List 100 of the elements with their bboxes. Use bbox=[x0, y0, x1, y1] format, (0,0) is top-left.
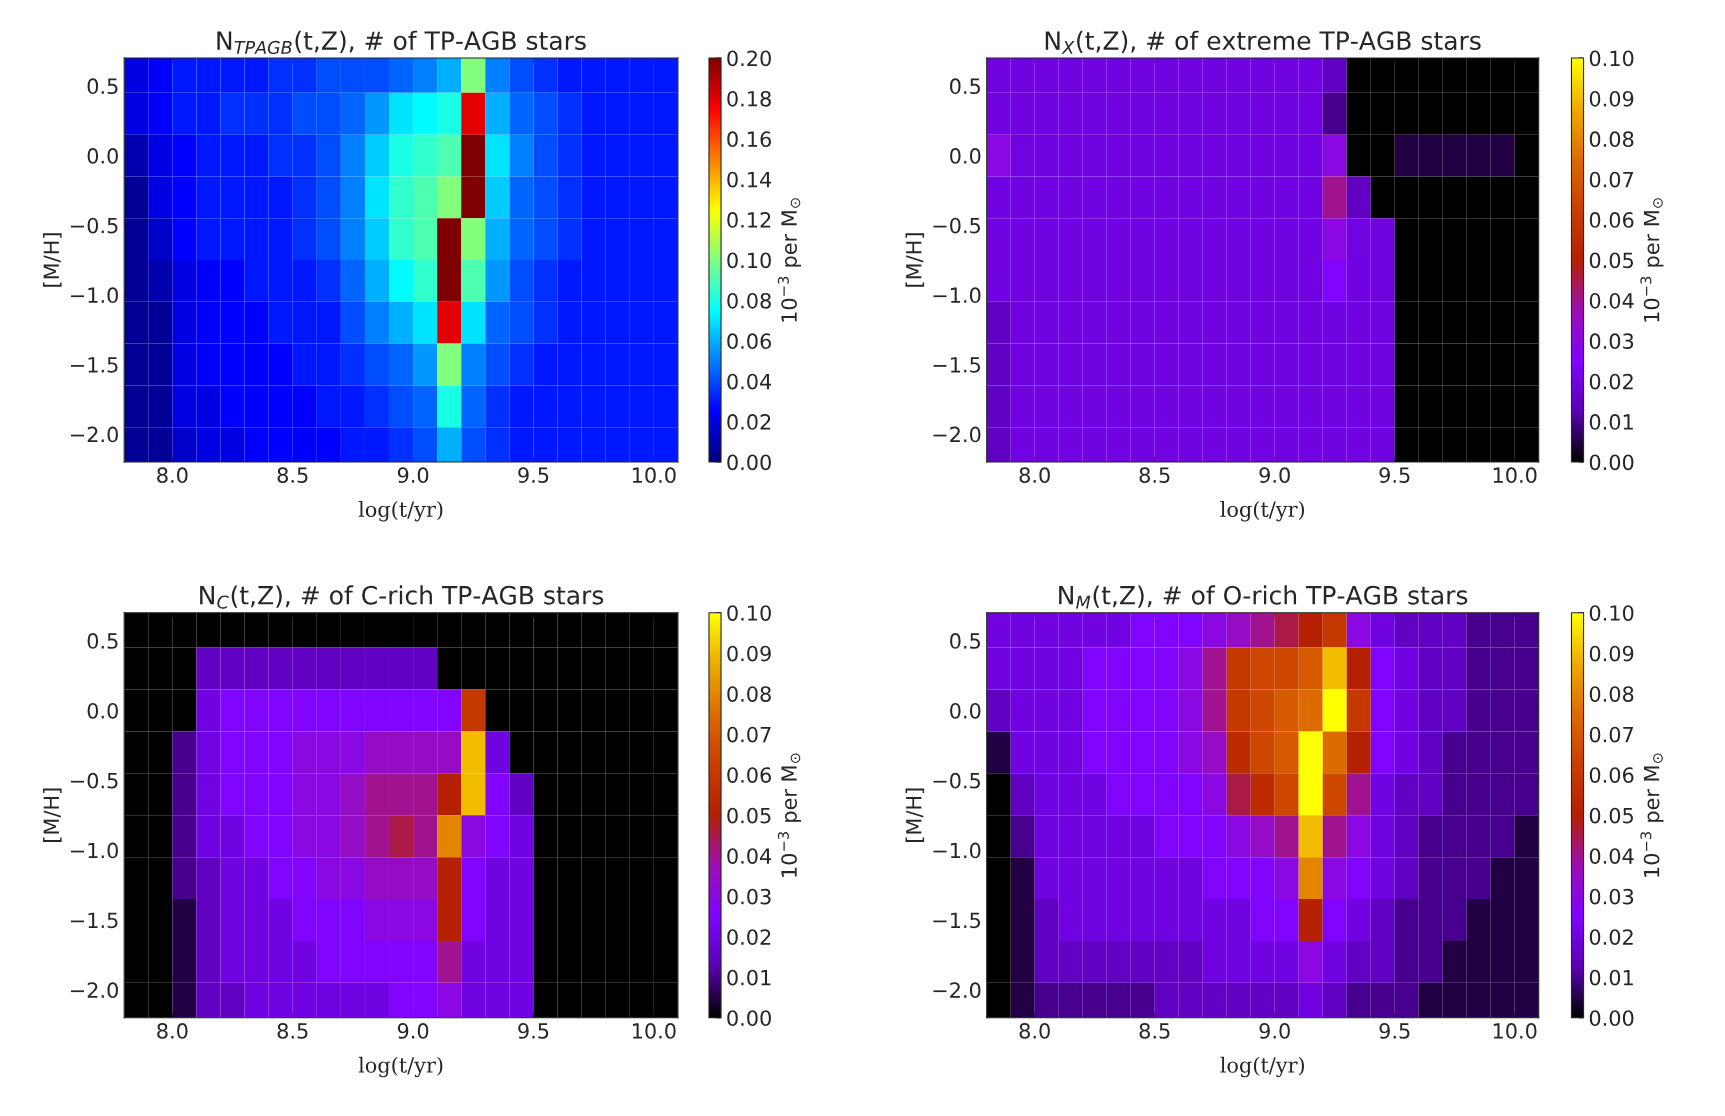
color-bar-label: 0.06 bbox=[1589, 767, 1634, 783]
x-tick-label: 9.0 bbox=[1259, 1023, 1290, 1039]
x-tick-label: 8.5 bbox=[277, 467, 308, 484]
y-tick-label: −1.5 bbox=[70, 357, 118, 373]
chart-title: N$_{M}$(t,Z), # of O-rich TP-AGB stars bbox=[1059, 585, 1468, 609]
y-axis-title: [M/H] bbox=[905, 233, 925, 287]
y-tick-label: −0.5 bbox=[70, 772, 118, 789]
x-axis-title: log(t/yr) bbox=[1220, 1056, 1305, 1078]
y-tick-label: −1.0 bbox=[70, 842, 118, 859]
color-bar-label: 0.02 bbox=[1589, 929, 1633, 945]
color-bar-label: 0.10 bbox=[1589, 50, 1634, 67]
x-axis-title: log(t/yr) bbox=[358, 500, 443, 522]
color-bar-label: 0.03 bbox=[1589, 333, 1634, 350]
color-bar-label: 0.18 bbox=[727, 90, 771, 107]
x-tick-label: 9.5 bbox=[1379, 1023, 1410, 1039]
x-tick-label: 10.0 bbox=[1493, 1023, 1537, 1039]
color-bar-label: 0.05 bbox=[1589, 807, 1633, 824]
y-tick-label: −1.5 bbox=[933, 912, 981, 929]
color-bar-label: 0.00 bbox=[1589, 1010, 1634, 1026]
x-tick-label: 8.5 bbox=[277, 1023, 308, 1039]
color-bar-label: 0.06 bbox=[727, 767, 771, 783]
color-bar-label: 0.08 bbox=[1589, 686, 1634, 702]
x-axis-title: log(t/yr) bbox=[1220, 500, 1305, 522]
y-tick-label: −1.0 bbox=[933, 287, 981, 304]
y-axis-title: [M/H] bbox=[905, 788, 925, 842]
x-tick-label: 8.0 bbox=[1019, 1023, 1050, 1039]
color-bar-label: 0.02 bbox=[1589, 373, 1633, 390]
y-tick-label: 0.0 bbox=[950, 702, 981, 719]
x-tick-label: 10.0 bbox=[1493, 467, 1537, 484]
color-bar-label: 0.09 bbox=[727, 645, 771, 662]
x-tick-label: 9.5 bbox=[518, 1023, 549, 1039]
x-tick-label: 9.0 bbox=[397, 1023, 429, 1039]
chart-title: N$_{TPAGB}$(t,Z), # of TP-AGB stars bbox=[217, 30, 586, 55]
color-bar-label: 0.01 bbox=[1589, 969, 1633, 986]
color-bar-label: 0.14 bbox=[727, 171, 772, 188]
x-tick-label: 8.0 bbox=[157, 1023, 188, 1039]
color-bar-label: 0.00 bbox=[727, 1010, 771, 1026]
x-tick-label: 9.0 bbox=[397, 467, 429, 484]
y-tick-label: −2.0 bbox=[70, 426, 118, 443]
color-bar-label: 0.07 bbox=[1589, 171, 1634, 188]
y-axis-title: [M/H] bbox=[43, 233, 62, 287]
color-bar-label: 0.07 bbox=[1589, 726, 1634, 743]
y-tick-label: −2.0 bbox=[933, 426, 981, 443]
color-bar-label: 0.04 bbox=[727, 848, 772, 864]
color-bar-label: 0.16 bbox=[727, 131, 771, 148]
y-tick-label: 0.0 bbox=[87, 148, 118, 164]
chart-title: N$_{C}$(t,Z), # of C-rich TP-AGB stars bbox=[200, 585, 604, 609]
y-tick-label: 0.5 bbox=[950, 633, 981, 649]
x-tick-label: 10.0 bbox=[632, 467, 676, 484]
color-bar-label: 0.09 bbox=[1589, 645, 1634, 662]
color-bar-label: 0.06 bbox=[1589, 212, 1634, 228]
x-tick-label: 8.5 bbox=[1139, 1023, 1170, 1039]
color-bar-title: 10$^{−3}$ per M$_{⊙}$ bbox=[777, 198, 801, 322]
color-bar-label: 0.20 bbox=[727, 50, 771, 67]
y-tick-label: −1.5 bbox=[70, 912, 118, 929]
color-bar-label: 0.00 bbox=[1589, 454, 1634, 471]
chart-title: N$_{X}$(t,Z), # of extreme TP-AGB stars bbox=[1045, 30, 1481, 54]
color-bar-label: 0.08 bbox=[727, 686, 771, 702]
color-bar-label: 0.04 bbox=[1589, 848, 1634, 864]
color-bar-label: 0.03 bbox=[1589, 888, 1634, 905]
color-bar-label: 0.03 bbox=[727, 888, 771, 905]
color-bar-label: 0.12 bbox=[727, 212, 771, 228]
color-bar-label: 0.08 bbox=[727, 292, 771, 309]
y-tick-label: −2.0 bbox=[70, 982, 118, 999]
color-bar-label: 0.09 bbox=[1589, 90, 1634, 107]
y-tick-label: −0.5 bbox=[70, 217, 118, 234]
color-bar-label: 0.01 bbox=[1589, 414, 1633, 430]
x-tick-label: 9.5 bbox=[1379, 467, 1410, 484]
y-tick-label: −1.0 bbox=[70, 287, 118, 304]
x-tick-label: 8.0 bbox=[1019, 467, 1050, 484]
y-tick-label: −0.5 bbox=[933, 772, 981, 789]
color-bar-label: 0.08 bbox=[1589, 131, 1634, 148]
color-bar-label: 0.10 bbox=[727, 252, 771, 269]
x-tick-label: 10.0 bbox=[632, 1023, 676, 1039]
y-axis-title: [M/H] bbox=[43, 788, 62, 842]
y-tick-label: 0.5 bbox=[87, 633, 118, 649]
y-tick-label: 0.0 bbox=[87, 702, 118, 719]
color-bar-label: 0.10 bbox=[727, 605, 771, 621]
color-bar-label: 0.01 bbox=[727, 969, 771, 986]
x-tick-label: 9.0 bbox=[1259, 467, 1290, 484]
color-bar-label: 0.02 bbox=[727, 929, 771, 945]
color-bar-label: 0.07 bbox=[727, 726, 771, 743]
x-tick-label: 8.5 bbox=[1139, 467, 1170, 484]
x-tick-label: 8.0 bbox=[157, 467, 188, 484]
color-bar-label: 0.02 bbox=[727, 414, 771, 430]
color-bar-label: 0.06 bbox=[727, 333, 771, 350]
y-tick-label: −1.0 bbox=[933, 842, 981, 859]
color-bar-label: 0.04 bbox=[1589, 292, 1634, 309]
x-tick-label: 9.5 bbox=[518, 467, 549, 484]
y-tick-label: 0.5 bbox=[87, 78, 118, 95]
color-bar-title: 10$^{−3}$ per M$_{⊙}$ bbox=[777, 753, 801, 877]
color-bar-label: 0.00 bbox=[727, 454, 771, 471]
color-bar-label: 0.10 bbox=[1589, 605, 1634, 621]
y-tick-label: 0.5 bbox=[950, 78, 981, 95]
color-bar-label: 0.05 bbox=[727, 807, 771, 824]
color-bar-label: 0.05 bbox=[1589, 252, 1633, 269]
y-tick-label: 0.0 bbox=[950, 148, 981, 164]
y-tick-label: −0.5 bbox=[933, 217, 981, 234]
color-bar-title: 10$^{−3}$ per M$_{⊙}$ bbox=[1640, 198, 1664, 322]
color-bar-label: 0.04 bbox=[727, 373, 772, 390]
